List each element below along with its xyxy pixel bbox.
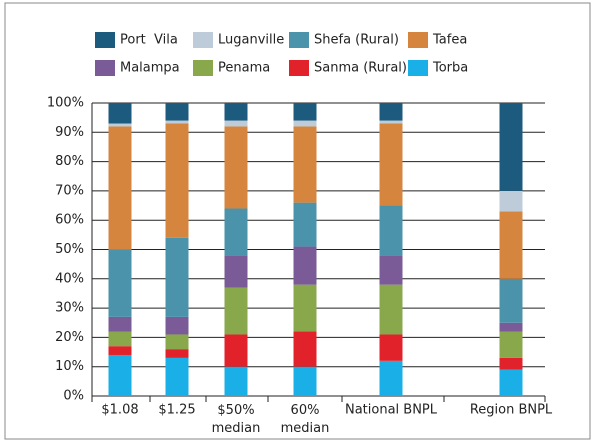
y-tick-label: 40% [55,271,84,286]
y-tick-label: 70% [55,183,84,198]
legend-label: Penama [218,61,270,76]
legend-swatch [289,60,309,76]
legend-swatch [408,60,428,76]
bar-segment [293,126,317,203]
legend-swatch [95,60,115,76]
y-tick-label: 100% [47,96,84,111]
bar-segment [108,354,132,396]
bar-segment [379,103,403,121]
bar-segment [293,202,317,247]
bar-segment [499,331,523,358]
x-tick-label: $50% median [212,403,261,436]
bar-segment [108,346,132,355]
bar-segment [293,120,317,127]
bar-segment [108,316,132,332]
legend-swatch [193,32,213,48]
bar-segment [379,205,403,256]
legend-label: Sanma (Rural) [314,61,407,76]
bar-segment [224,103,248,121]
bar-segment [293,366,317,396]
bar-segment [224,366,248,396]
bar-segment [499,211,523,279]
bar-segment [379,334,403,361]
bar-segment [499,369,523,396]
bar-segment [379,123,403,206]
legend-swatch [95,32,115,48]
legend-swatch [289,32,309,48]
bar-segment [499,278,523,323]
y-tick-label: 50% [55,242,84,257]
bar-segment [165,237,189,317]
bar-segment [379,284,403,335]
bar-segment [293,331,317,367]
legend-label: Port Vila [120,33,178,48]
y-tick-label: 10% [55,359,84,374]
y-tick-label: 0% [63,389,84,404]
bar-segment [165,349,189,358]
bar-segment [293,284,317,332]
x-tick-label: 60% median [281,403,330,436]
bar-segment [224,120,248,127]
legend-label: Luganville [218,33,284,48]
x-tick-label: $1.08 [101,403,138,418]
bar-segment [165,123,189,238]
bar-segment [224,255,248,288]
y-tick-label: 30% [55,301,84,316]
bar-segment [224,334,248,367]
bar-segment [108,249,132,317]
y-tick-label: 60% [55,213,84,228]
bar-segment [379,120,403,124]
legend-swatch [408,32,428,48]
bar-segment [293,103,317,121]
bar-segment [499,322,523,332]
x-tick-label: $1.25 [158,403,195,418]
bar-segment [108,123,132,127]
x-tick-label: National BNPL [345,403,438,418]
legend-label: Torba [432,61,468,76]
bar-segment [293,246,317,285]
x-tick-label: Region BNPL [470,403,553,418]
bar-segment [224,287,248,335]
y-tick-label: 80% [55,154,84,169]
bar-segment [379,360,403,396]
legend-label: Shefa (Rural) [314,33,399,48]
bar-segment [165,120,189,124]
bar-segment [499,190,523,212]
legend-label: Tafea [432,33,467,48]
bar-segment [499,357,523,370]
y-tick-label: 20% [55,330,84,345]
y-tick-label: 90% [55,125,84,140]
legend-swatch [193,60,213,76]
legend-label: Malampa [120,61,180,76]
bar-segment [224,208,248,256]
bar-segment [224,126,248,209]
bar-segment [108,103,132,124]
bar-segment [165,334,189,350]
bar-segment [165,357,189,396]
bar-segment [165,316,189,335]
bar-segment [165,103,189,121]
bar-segment [379,255,403,285]
bar-segment [108,126,132,250]
bar-segment [108,331,132,347]
bar-segment [499,103,523,191]
